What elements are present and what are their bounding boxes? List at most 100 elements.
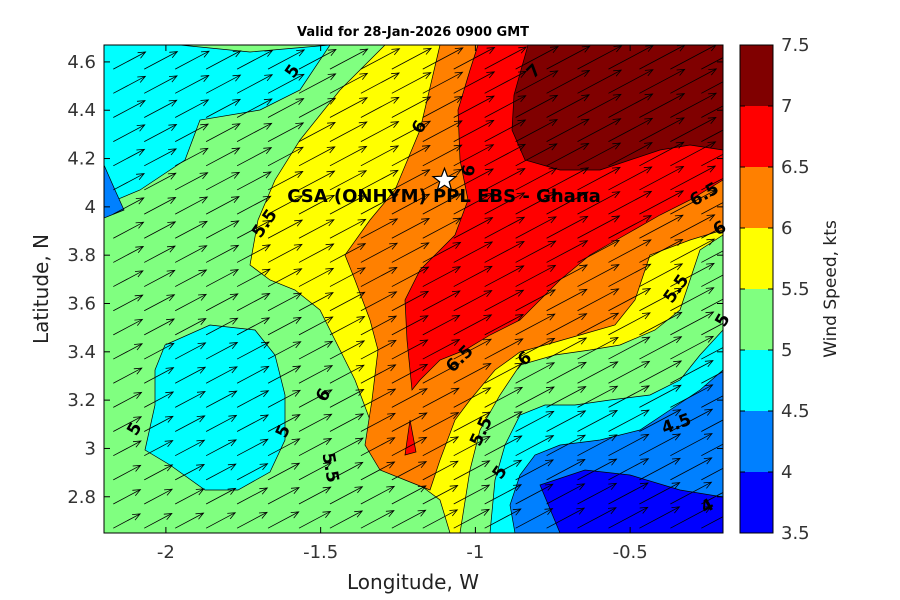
wind-vector-head (642, 288, 652, 295)
wind-vector-head (643, 215, 653, 223)
colorbar-tick-label: 6 (781, 218, 792, 239)
wind-vector (422, 314, 460, 336)
wind-vector-head (674, 287, 683, 295)
wind-vector (298, 486, 331, 505)
wind-vector (360, 485, 395, 505)
wind-vector-head (577, 434, 587, 442)
wind-vector (639, 409, 681, 432)
wind-vector (701, 322, 723, 336)
wind-vector-head (639, 482, 649, 490)
wind-vector (329, 389, 364, 408)
wind-vector-head (137, 75, 147, 83)
wind-vector (701, 105, 723, 118)
wind-vector-head (644, 69, 654, 77)
wind-vector-head (200, 123, 210, 131)
wind-vector-head (135, 246, 145, 253)
wind-vector (453, 144, 494, 167)
wind-vector-head (391, 72, 401, 80)
wind-vector (453, 241, 493, 263)
wind-vector-head (485, 168, 495, 176)
wind-vector-head (706, 214, 716, 222)
wind-vector-head (706, 189, 716, 197)
wind-vector-head (549, 94, 559, 102)
wind-vector (174, 415, 205, 432)
wind-vector (484, 484, 522, 505)
wind-vector (113, 464, 141, 481)
wind-vector (391, 388, 428, 408)
wind-vector-head (358, 170, 368, 178)
wind-vector (236, 317, 270, 336)
wind-vector-head (704, 384, 714, 392)
wind-vector (701, 467, 723, 481)
wind-vector-head (646, 21, 654, 27)
wind-vector-head (265, 26, 273, 32)
wind-vector (422, 193, 462, 215)
wind-vector (639, 214, 684, 239)
wind-vector (515, 94, 558, 118)
wind-vector-head (546, 362, 556, 370)
wind-vector-head (168, 99, 178, 107)
wind-vector (484, 192, 525, 215)
wind-vector-head (514, 386, 524, 394)
wind-vector-head (577, 361, 587, 369)
wind-vector-head (517, 119, 527, 127)
wind-vector-head (450, 412, 460, 420)
wind-vector-head (703, 457, 713, 465)
wind-vector (329, 413, 364, 432)
wind-vector (144, 197, 176, 215)
wind-vector (144, 75, 178, 94)
wind-vector-head (481, 460, 491, 468)
wind-vector-head (449, 460, 459, 468)
wind-vector (360, 169, 399, 191)
wind-vector-head (418, 436, 428, 444)
wind-vector (329, 218, 366, 239)
wind-vector (453, 484, 490, 505)
wind-vector (175, 45, 177, 46)
wind-vector (174, 293, 207, 312)
wind-vector-head (547, 264, 557, 272)
wind-vector-head (640, 458, 650, 466)
wind-vector-head (641, 312, 651, 320)
wind-vector-head (547, 289, 557, 297)
wind-vector (422, 460, 459, 481)
wind-vector-head (452, 241, 462, 249)
wind-vector-head (703, 506, 713, 513)
wind-vector-head (514, 362, 524, 370)
wind-vector (577, 385, 618, 408)
wind-vector-head (294, 171, 304, 178)
x-axis: -2 -1.5 -1 -0.5 (157, 45, 648, 563)
wind-vector (577, 94, 622, 118)
wind-vector (453, 314, 492, 336)
wind-vector-head (673, 336, 683, 344)
wind-vector-head (293, 243, 303, 251)
wind-vector-head (227, 487, 237, 495)
wind-vector (422, 120, 463, 142)
wind-vector-head (578, 288, 588, 296)
wind-vector (484, 241, 525, 263)
wind-vector (670, 165, 716, 191)
wind-vector-head (453, 120, 463, 128)
wind-vector-head (231, 171, 241, 179)
wind-vector-head (517, 143, 527, 151)
wind-vector (515, 289, 556, 312)
wind-vector (670, 311, 714, 336)
wind-vector (298, 389, 333, 408)
colorbar-swatch (740, 167, 773, 228)
wind-vector (670, 506, 712, 529)
wind-vector (639, 506, 680, 529)
wind-vector (577, 167, 621, 191)
wind-vector (670, 481, 712, 505)
wind-vector (144, 415, 174, 432)
wind-vector-head (260, 341, 270, 349)
wind-vector (484, 362, 523, 384)
wind-vector (144, 245, 176, 263)
wind-vector-head (704, 360, 714, 368)
y-axis: 2.8 3 3.2 3.4 3.6 3.8 4 4.2 4.4 4.6 (67, 52, 723, 508)
wind-vector (484, 387, 523, 408)
wind-vector-head (484, 192, 494, 200)
wind-vector (113, 343, 143, 360)
wind-vector (113, 197, 145, 215)
wind-vector (205, 99, 241, 118)
wind-vector (515, 410, 554, 432)
